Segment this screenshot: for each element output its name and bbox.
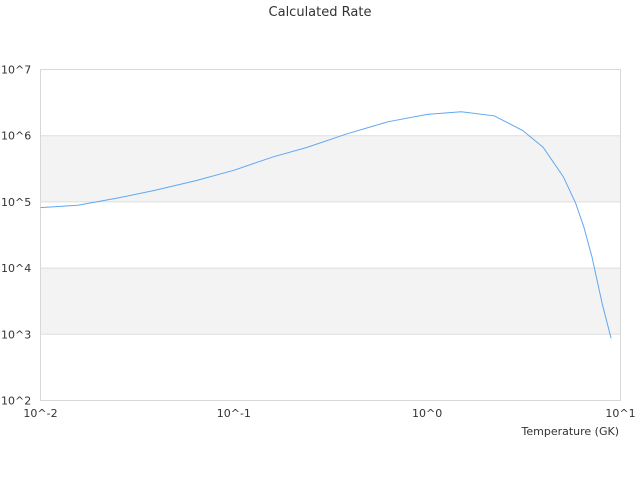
x-tick-label: 10^-1 <box>217 407 251 420</box>
x-tick-label: 10^0 <box>412 407 442 420</box>
plot-area-border <box>40 69 621 401</box>
x-axis-label: Temperature (GK) <box>521 425 620 438</box>
y-tick-label: 10^3 <box>1 328 31 341</box>
y-tick-label: 10^2 <box>1 395 31 408</box>
grid-band <box>40 268 621 335</box>
series-line <box>40 111 612 339</box>
chart-title: Calculated Rate <box>269 5 372 20</box>
x-tick-label: 10^-2 <box>23 407 57 420</box>
y-tick-label: 10^7 <box>1 64 31 77</box>
x-tick-label: 10^1 <box>605 407 635 420</box>
y-tick-label: 10^4 <box>1 262 31 275</box>
y-tick-label: 10^6 <box>1 130 31 143</box>
y-tick-label: 10^5 <box>1 196 31 209</box>
grid-band <box>40 135 621 202</box>
